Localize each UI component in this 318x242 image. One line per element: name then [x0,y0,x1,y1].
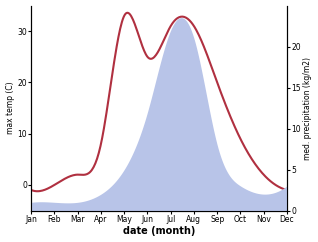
Y-axis label: med. precipitation (kg/m2): med. precipitation (kg/m2) [303,57,313,159]
X-axis label: date (month): date (month) [123,227,195,236]
Y-axis label: max temp (C): max temp (C) [5,82,15,134]
